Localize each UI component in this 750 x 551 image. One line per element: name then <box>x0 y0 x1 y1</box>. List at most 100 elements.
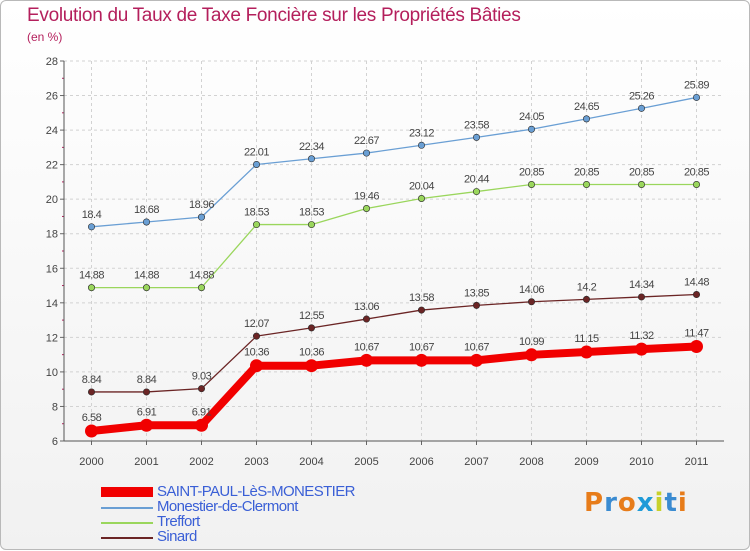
x-tick-label: 2011 <box>685 456 709 468</box>
data-point <box>417 141 425 149</box>
data-label: 10.36 <box>244 347 269 359</box>
x-tick-label: 2001 <box>134 456 158 468</box>
x-tick-label: 2007 <box>464 456 488 468</box>
data-label: 18.4 <box>82 209 102 221</box>
legend-swatch-monestier <box>101 507 153 509</box>
data-label: 10.36 <box>299 347 324 359</box>
x-tick-label: 2003 <box>244 456 268 468</box>
data-label: 11.32 <box>629 330 654 342</box>
legend-label-sinard: Sinard <box>157 528 197 545</box>
data-label: 12.55 <box>299 310 324 322</box>
data-label: 13.06 <box>354 301 379 313</box>
data-point <box>253 332 261 340</box>
data-label: 18.68 <box>134 204 159 216</box>
data-label: 18.53 <box>299 207 324 219</box>
data-label: 20.85 <box>684 167 709 179</box>
data-label: 22.34 <box>299 141 324 153</box>
data-point <box>692 93 700 101</box>
y-tick-label: 24 <box>46 125 58 137</box>
data-point <box>417 306 425 314</box>
y-tick-label: 6 <box>52 436 58 448</box>
series-line-3 <box>90 293 698 393</box>
data-label: 25.89 <box>684 79 709 91</box>
data-label: 19.46 <box>354 191 379 203</box>
y-tick-label: 28 <box>46 56 58 68</box>
legend-label-saint-paul: SAINT-PAUL-LèS-MONESTIER <box>157 483 355 500</box>
data-point <box>88 284 96 292</box>
series-line-2 <box>90 183 698 289</box>
data-point <box>472 188 480 196</box>
data-label: 6.58 <box>82 412 102 424</box>
data-label: 10.67 <box>354 341 379 353</box>
data-label: 14.88 <box>189 270 214 282</box>
data-point <box>417 194 425 202</box>
y-tick-label: 18 <box>46 229 58 241</box>
data-point <box>140 418 153 432</box>
y-tick-label: 12 <box>46 332 58 344</box>
data-point <box>527 125 535 133</box>
x-tick-label: 2010 <box>629 456 653 468</box>
logo-letter: i <box>677 488 688 518</box>
data-point <box>143 284 151 292</box>
data-point <box>635 342 648 356</box>
data-label: 10.67 <box>464 341 489 353</box>
logo-letter: P <box>584 488 605 518</box>
x-tick-label: 2008 <box>519 456 543 468</box>
data-point <box>582 115 590 123</box>
data-point <box>582 295 590 303</box>
series-line-0 <box>87 342 701 435</box>
data-point <box>198 385 206 393</box>
data-point <box>85 424 98 438</box>
data-point <box>415 353 428 367</box>
y-tick-label: 10 <box>46 367 58 379</box>
chart-title: Evolution du Taux de Taxe Foncière sur l… <box>27 5 521 26</box>
data-point <box>362 315 370 323</box>
data-label: 23.58 <box>464 119 489 131</box>
data-label: 20.85 <box>519 167 544 179</box>
legend-label-monestier: Monestier-de-Clermont <box>157 498 298 515</box>
data-point <box>307 221 315 229</box>
data-point <box>527 298 535 306</box>
data-point <box>362 205 370 213</box>
data-point <box>198 284 206 292</box>
x-tick-label: 2009 <box>574 456 598 468</box>
data-point <box>143 388 151 396</box>
proxiti-logo: Proxiti <box>584 488 688 518</box>
data-point <box>143 218 151 226</box>
data-point <box>580 345 593 359</box>
data-point <box>472 301 480 309</box>
legend-swatch-treffort <box>101 522 153 524</box>
data-label: 14.2 <box>577 281 597 293</box>
data-label: 20.44 <box>464 174 489 186</box>
data-point <box>470 353 483 367</box>
data-point <box>88 223 96 231</box>
data-label: 24.65 <box>574 101 599 113</box>
data-label: 18.53 <box>244 207 269 219</box>
y-tick-label: 8 <box>52 401 58 413</box>
data-point <box>198 213 206 221</box>
data-point <box>195 418 208 432</box>
data-point <box>307 324 315 332</box>
data-label: 6.91 <box>192 406 212 418</box>
data-label: 14.34 <box>629 279 654 291</box>
data-point <box>253 160 261 168</box>
data-point <box>637 104 645 112</box>
data-label: 14.06 <box>519 284 544 296</box>
data-label: 18.96 <box>189 199 214 211</box>
logo-letter: x <box>636 488 655 518</box>
logo-letter: r <box>604 488 618 518</box>
data-label: 20.04 <box>409 180 434 192</box>
data-label: 11.47 <box>684 328 709 340</box>
data-point <box>692 181 700 189</box>
data-label: 14.48 <box>684 277 709 289</box>
data-point <box>253 221 261 229</box>
data-label: 10.67 <box>409 341 434 353</box>
data-point <box>527 181 535 189</box>
x-tick-label: 2000 <box>79 456 103 468</box>
data-label: 20.85 <box>574 167 599 179</box>
data-label: 10.99 <box>519 336 544 348</box>
chart-subtitle: (en %) <box>27 30 63 44</box>
data-point <box>250 359 263 373</box>
legend-label-treffort: Treffort <box>157 513 200 530</box>
